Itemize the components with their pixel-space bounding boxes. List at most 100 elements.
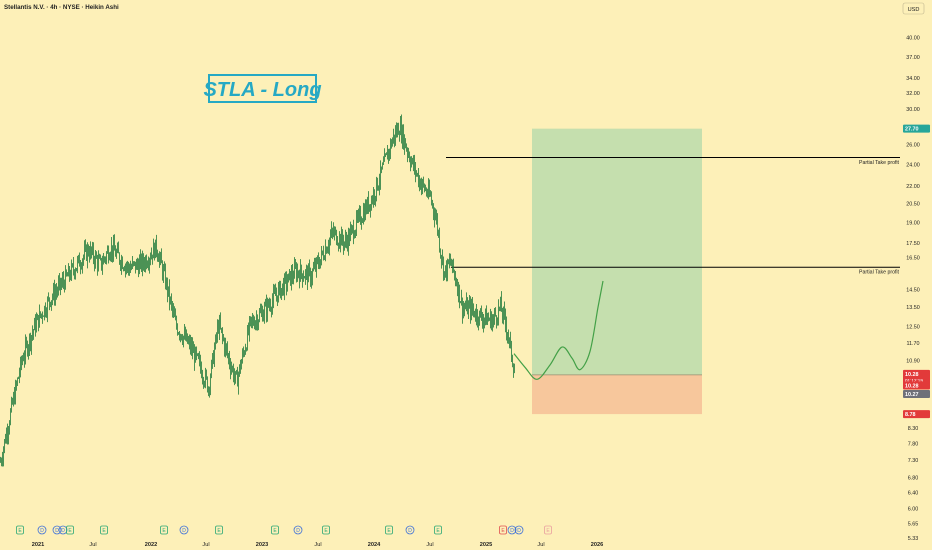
dividend-marker[interactable] bbox=[507, 525, 517, 535]
chart-title: Stellantis N.V. · 4h · NYSE · Heikin Ash… bbox=[4, 4, 119, 11]
time-tick-label: 2024 bbox=[368, 542, 381, 548]
event-marker-letter: E bbox=[68, 528, 72, 534]
stla-label-box[interactable] bbox=[208, 74, 317, 103]
time-tick-label: Jul bbox=[202, 542, 209, 548]
price-tick-label: 6.40 bbox=[908, 491, 919, 497]
earnings-marker[interactable] bbox=[66, 525, 74, 535]
event-marker-letter: D bbox=[55, 528, 59, 534]
earnings-marker[interactable] bbox=[160, 525, 168, 535]
time-tick-label: 2026 bbox=[591, 542, 603, 548]
price-tick-label: 34.00 bbox=[906, 76, 920, 82]
price-badge bbox=[903, 410, 930, 419]
price-tick-label: 12.50 bbox=[906, 324, 920, 330]
price-badge bbox=[903, 389, 930, 398]
dividend-marker[interactable] bbox=[58, 525, 68, 535]
price-tick-label: 19.00 bbox=[906, 220, 920, 226]
time-tick-label: Jul bbox=[89, 542, 96, 548]
event-marker-letter: D bbox=[61, 528, 65, 534]
loss-zone[interactable] bbox=[532, 374, 702, 415]
price-badge-text: 10.28 bbox=[905, 372, 919, 378]
dividend-marker[interactable] bbox=[37, 525, 47, 535]
take-profit-label: Partial Take profit bbox=[859, 270, 900, 276]
price-tick-label: 5.65 bbox=[908, 522, 919, 528]
event-marker-letter: E bbox=[387, 528, 391, 534]
price-tick-labels: 40.00 37.00 34.00 32.00 30.00 26.00 24.00 22.00… bbox=[906, 35, 920, 542]
price-tick-label: 5.33 bbox=[908, 536, 919, 542]
event-marker-letter: D bbox=[408, 528, 412, 534]
candles-layer bbox=[0, 114, 515, 467]
price-tick-label: 24.00 bbox=[906, 162, 920, 168]
countdown-text: 01:12:19 bbox=[905, 378, 923, 383]
take-profit-label: Partial Take profit bbox=[859, 160, 900, 166]
price-tick-label: 32.00 bbox=[906, 91, 920, 97]
event-marker-letter: E bbox=[501, 528, 505, 534]
time-tick-label: Jul bbox=[426, 542, 433, 548]
event-marker-letter: E bbox=[324, 528, 328, 534]
event-marker-letter: E bbox=[102, 528, 106, 534]
price-tick-label: 30.00 bbox=[906, 107, 920, 113]
time-tick-label: 2022 bbox=[145, 542, 157, 548]
price-tick-label: 7.30 bbox=[908, 458, 919, 464]
dividend-marker[interactable] bbox=[293, 525, 303, 535]
price-tick-label: 6.80 bbox=[908, 476, 919, 482]
dividend-marker[interactable] bbox=[179, 525, 189, 535]
price-tick-label: 14.50 bbox=[906, 287, 920, 293]
earnings-marker[interactable] bbox=[215, 525, 223, 535]
earnings-marker[interactable] bbox=[16, 525, 24, 535]
dividend-marker[interactable] bbox=[405, 525, 415, 535]
price-tick-label: 10.90 bbox=[906, 358, 920, 364]
event-marker-letter: E bbox=[162, 528, 166, 534]
price-badge bbox=[903, 381, 930, 390]
event-marker-letter: E bbox=[436, 528, 440, 534]
event-marker-letter: E bbox=[273, 528, 277, 534]
price-badge bbox=[903, 124, 930, 133]
earnings-marker[interactable] bbox=[434, 525, 442, 535]
dividend-marker[interactable] bbox=[52, 525, 62, 535]
earnings-marker[interactable] bbox=[100, 525, 108, 535]
currency-label: USD bbox=[908, 7, 920, 13]
profit-zone[interactable] bbox=[532, 128, 702, 375]
time-tick-label: 2025 bbox=[480, 542, 492, 548]
event-marker-letter: D bbox=[182, 528, 186, 534]
earnings-marker[interactable] bbox=[544, 525, 552, 535]
earnings-marker[interactable] bbox=[322, 525, 330, 535]
price-tick-label: 20.50 bbox=[906, 201, 920, 207]
event-marker-letter: E bbox=[546, 528, 550, 534]
event-marker-letter: D bbox=[296, 528, 300, 534]
time-tick-labels: 2021 Jul 2022 Jul 2023 Jul 2024 Jul 2025 Jul 2026 bbox=[32, 542, 603, 548]
event-marker-letter: D bbox=[40, 528, 44, 534]
price-tick-label: 22.00 bbox=[906, 184, 920, 190]
price-tick-label: 16.50 bbox=[906, 255, 920, 261]
price-tick-label: 13.50 bbox=[906, 305, 920, 311]
projection-curve bbox=[513, 280, 604, 380]
price-badge-text: 8.78 bbox=[905, 412, 916, 418]
price-badge-text: 27.70 bbox=[905, 127, 919, 133]
currency-button[interactable] bbox=[902, 2, 925, 15]
price-tick-label: 7.80 bbox=[908, 441, 919, 447]
time-tick-label: Jul bbox=[537, 542, 544, 548]
price-badge-text: 10.28 bbox=[905, 384, 919, 390]
dividend-marker[interactable] bbox=[514, 525, 524, 535]
price-badge-text: 10.27 bbox=[905, 392, 919, 398]
earnings-marker[interactable] bbox=[385, 525, 393, 535]
price-tick-label: 11.70 bbox=[906, 341, 919, 347]
event-marker-letter: D bbox=[517, 528, 521, 534]
event-marker-letter: D bbox=[510, 528, 514, 534]
earnings-marker[interactable] bbox=[271, 525, 279, 535]
price-axis[interactable]: USD bbox=[900, 0, 932, 550]
price-tick-label: 8.30 bbox=[908, 426, 919, 432]
price-tick-label: 37.00 bbox=[906, 55, 920, 61]
price-tick-label: 26.00 bbox=[906, 142, 920, 148]
time-tick-label: Jul bbox=[314, 542, 321, 548]
time-tick-label: 2023 bbox=[256, 542, 268, 548]
earnings-marker[interactable] bbox=[499, 525, 507, 535]
event-marker-letter: E bbox=[18, 528, 22, 534]
event-marker-letter: E bbox=[217, 528, 221, 534]
time-tick-label: 2021 bbox=[32, 542, 44, 548]
price-tick-label: 17.50 bbox=[906, 241, 920, 247]
price-tick-label: 40.00 bbox=[906, 35, 920, 41]
